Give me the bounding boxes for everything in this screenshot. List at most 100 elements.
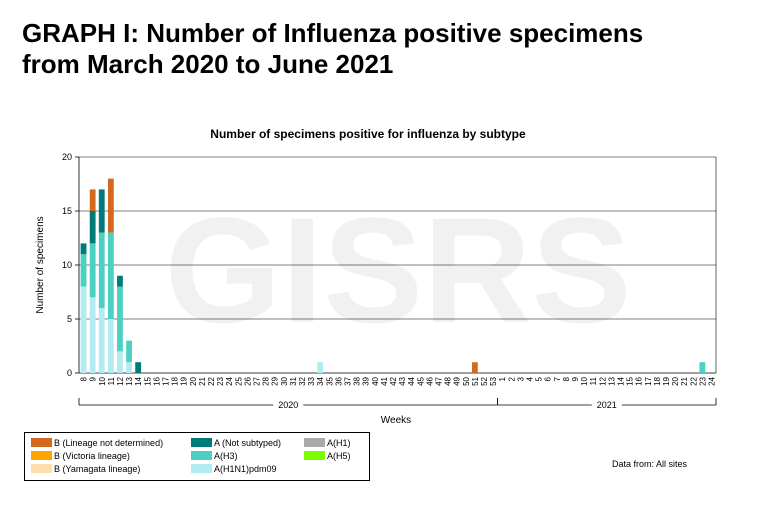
- bar-segment: [126, 340, 132, 363]
- x-tick-label: 11: [107, 376, 116, 385]
- x-tick-label: 23: [698, 376, 707, 385]
- x-tick-label: 16: [152, 376, 161, 385]
- x-tick-label: 46: [425, 376, 434, 385]
- legend-label: B (Victoria lineage): [54, 451, 130, 461]
- x-tick-label: 52: [480, 376, 489, 385]
- x-tick-label: 24: [225, 376, 234, 385]
- legend-swatch: [191, 451, 212, 460]
- y-axis-label: Number of specimens: [35, 216, 46, 313]
- chart-title: Number of specimens positive for influen…: [210, 127, 526, 141]
- x-tick-label: 13: [125, 376, 134, 385]
- x-tick-label: 41: [380, 376, 389, 385]
- legend-label: A(H1N1)pdm09: [214, 464, 277, 474]
- y-tick-label: 5: [67, 314, 72, 324]
- x-tick-label: 12: [598, 376, 607, 385]
- x-tick-label: 21: [680, 376, 689, 385]
- x-tick-label: 53: [489, 376, 498, 385]
- x-tick-label: 42: [389, 376, 398, 385]
- bar-segment: [126, 362, 132, 373]
- bar-segment: [89, 189, 96, 211]
- bar-segment: [80, 243, 87, 255]
- x-tick-label: 21: [198, 376, 207, 385]
- bar-segment: [80, 254, 87, 287]
- x-tick-label: 15: [626, 376, 635, 385]
- legend-item: B (Victoria lineage): [31, 451, 130, 462]
- bar-segment: [89, 297, 96, 373]
- x-tick-label: 2: [507, 376, 516, 381]
- y-tick-label: 0: [67, 368, 72, 378]
- x-tick-label: 10: [580, 376, 589, 385]
- bar-segment: [89, 211, 96, 244]
- bar-segment: [98, 308, 105, 373]
- x-tick-label: 17: [161, 376, 170, 385]
- x-tick-label: 8: [562, 376, 571, 381]
- x-tick-label: 17: [644, 376, 653, 385]
- legend-item: A(H1): [304, 438, 351, 449]
- x-tick-label: 37: [343, 376, 352, 385]
- year-label: 2020: [278, 400, 298, 410]
- bar-segment: [107, 232, 114, 319]
- x-tick-label: 15: [143, 376, 152, 385]
- legend-item: B (Yamagata lineage): [31, 464, 140, 475]
- x-tick-label: 10: [98, 376, 107, 385]
- x-tick-label: 22: [689, 376, 698, 385]
- bar-segment: [117, 286, 123, 352]
- legend-item: A (Not subtyped): [191, 438, 281, 449]
- bar-segment: [98, 232, 105, 309]
- x-tick-label: 14: [616, 376, 625, 385]
- x-tick-label: 9: [571, 376, 580, 381]
- legend-label: B (Yamagata lineage): [54, 464, 141, 474]
- legend-swatch: [304, 438, 325, 447]
- legend-swatch: [191, 464, 212, 473]
- x-tick-label: 32: [298, 376, 307, 385]
- bar-segment: [89, 243, 96, 298]
- x-tick-label: 49: [453, 376, 462, 385]
- legend-swatch: [191, 438, 212, 447]
- chart-legend: B (Lineage not determined) B (Victoria li…: [24, 432, 370, 481]
- x-tick-label: 19: [662, 376, 671, 385]
- x-tick-label: 35: [325, 376, 334, 385]
- x-tick-label: 45: [416, 376, 425, 385]
- x-tick-label: 18: [171, 376, 180, 385]
- bar-segment: [107, 319, 114, 373]
- x-tick-label: 40: [371, 376, 380, 385]
- x-tick-label: 34: [316, 376, 325, 385]
- legend-item: A(H5): [304, 451, 351, 462]
- page-title-line2: from March 2020 to June 2021: [22, 49, 394, 79]
- legend-swatch: [31, 438, 52, 447]
- bar-segment: [699, 362, 706, 373]
- legend-label: B (Lineage not determined): [54, 438, 164, 448]
- chart-watermark: GISRS: [165, 186, 632, 354]
- legend-label: A (Not subtyped): [214, 438, 282, 448]
- bar-segment: [117, 275, 123, 287]
- x-tick-label: 28: [262, 376, 271, 385]
- x-tick-label: 30: [280, 376, 289, 385]
- bar-segment: [471, 362, 478, 373]
- x-tick-label: 39: [362, 376, 371, 385]
- x-tick-label: 3: [516, 376, 525, 381]
- x-tick-label: 11: [589, 376, 598, 385]
- x-tick-label: 19: [180, 376, 189, 385]
- bar-segment: [98, 189, 105, 233]
- x-tick-label: 22: [207, 376, 216, 385]
- legend-swatch: [304, 451, 325, 460]
- x-tick-label: 14: [134, 376, 143, 385]
- legend-item: B (Lineage not determined): [31, 438, 163, 449]
- x-tick-label: 20: [189, 376, 198, 385]
- legend-item: A(H3): [191, 451, 238, 462]
- bar-segment: [135, 362, 142, 373]
- x-tick-label: 8: [80, 376, 89, 381]
- bar-segment: [317, 362, 324, 373]
- legend-swatch: [31, 464, 52, 473]
- x-tick-label: 43: [398, 376, 407, 385]
- x-tick-label: 44: [407, 376, 416, 385]
- x-tick-label: 50: [462, 376, 471, 385]
- x-tick-label: 1: [498, 376, 507, 381]
- x-tick-label: 18: [653, 376, 662, 385]
- page-title-line1: GRAPH I: Number of Influenza positive sp…: [22, 18, 644, 48]
- x-tick-label: 7: [553, 376, 562, 381]
- legend-swatch: [31, 451, 52, 460]
- x-tick-label: 20: [671, 376, 680, 385]
- influenza-chart: GISRS Number of specimens positive for i…: [35, 127, 716, 426]
- x-tick-label: 13: [607, 376, 616, 385]
